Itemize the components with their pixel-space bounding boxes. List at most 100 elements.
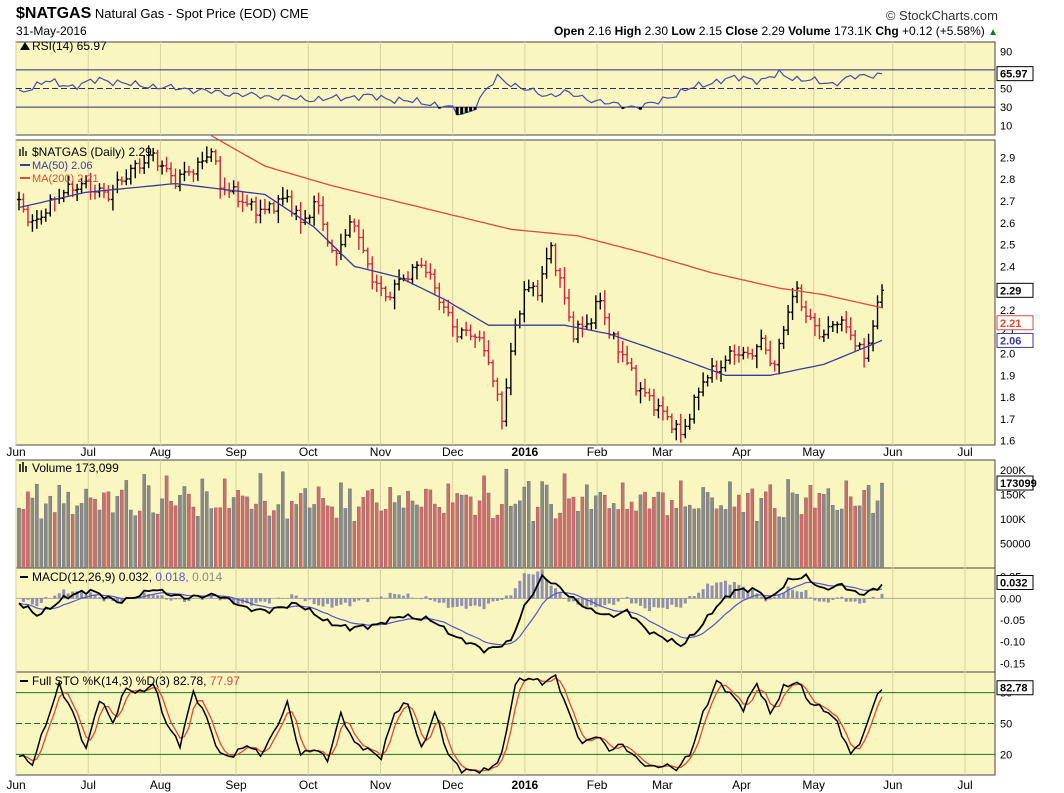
price-bar <box>464 321 469 337</box>
price-bar <box>839 316 844 332</box>
volume-bar <box>781 517 786 569</box>
macd-histogram-bar <box>594 598 598 608</box>
volume-bar <box>84 488 88 569</box>
volume-bar <box>598 491 603 569</box>
macd-histogram-bar <box>151 594 155 599</box>
macd-histogram-bar <box>35 598 39 607</box>
price-bar <box>383 286 388 302</box>
volume-bar <box>93 498 97 569</box>
price-bar <box>303 209 308 225</box>
price-bar <box>325 221 330 247</box>
volume-bar <box>245 496 249 569</box>
price-bar <box>84 175 89 189</box>
macd-histogram-bar <box>862 598 866 603</box>
macd-histogram-bar <box>746 591 750 599</box>
volume-bar <box>638 494 643 569</box>
price-bar <box>786 304 791 336</box>
volume-bar <box>424 488 428 569</box>
price-bar <box>549 242 554 264</box>
macd-histogram-bar <box>57 593 61 599</box>
price-y-tick: 2.4 <box>1000 261 1015 273</box>
volume-bar <box>17 507 21 569</box>
macd-histogram-bar <box>326 598 330 604</box>
price-bar <box>428 263 433 280</box>
volume-bar <box>307 507 312 569</box>
price-bar <box>620 340 625 363</box>
macd-histogram-bar <box>93 595 97 599</box>
volume-bar <box>249 508 254 569</box>
price-bar <box>204 146 209 164</box>
volume-bar <box>527 481 531 569</box>
price-bar <box>736 345 741 363</box>
volume-bar <box>482 475 486 569</box>
volume-bar <box>401 507 406 569</box>
volume-bar <box>196 516 200 569</box>
volume-bar <box>871 512 875 569</box>
price-bar <box>701 372 706 397</box>
macd-histogram-bar <box>688 595 692 599</box>
macd-histogram-bar <box>30 598 34 605</box>
price-bar <box>39 210 44 225</box>
price-bar <box>821 329 826 342</box>
price-bar <box>683 418 688 439</box>
volume-bar <box>866 485 871 569</box>
volume-bar <box>535 506 540 569</box>
macd-histogram-bar <box>580 598 584 607</box>
price-bar <box>558 267 563 288</box>
exchange-label: CME <box>279 6 309 21</box>
price-bar <box>812 313 817 337</box>
macd-histogram-bar <box>683 598 687 604</box>
sto-title-main: Full STO %K(14,3) %D(3) 82.78, <box>32 674 210 688</box>
volume-bar <box>674 508 679 569</box>
volume-bar <box>366 490 370 569</box>
price-bar <box>423 260 428 278</box>
macd-histogram-bar <box>406 593 410 599</box>
price-bar <box>182 161 187 182</box>
sto-value-tag-box <box>996 680 1034 696</box>
price-bar <box>880 284 884 309</box>
low-label: Low <box>671 24 696 38</box>
x-tick-label: Oct <box>299 445 318 459</box>
price-bar <box>128 164 133 185</box>
macd-histogram-bar <box>652 598 656 608</box>
macd-histogram-bar <box>223 598 227 600</box>
volume-bar <box>875 500 880 569</box>
macd-histogram-bar <box>62 589 66 599</box>
volume-bar <box>634 510 638 569</box>
price-bar <box>629 357 634 371</box>
volume-bar <box>826 488 831 569</box>
price-bar <box>455 318 460 343</box>
volume-label: Volume <box>788 24 831 38</box>
price-bar <box>727 345 732 365</box>
volume-bar <box>433 503 437 569</box>
price-bar <box>137 158 142 174</box>
volume-bar <box>348 488 352 569</box>
price-bar <box>853 330 858 352</box>
price-bar <box>486 340 491 366</box>
price-bar <box>119 176 124 186</box>
macd-histogram-bar <box>321 598 325 607</box>
price-bar <box>705 374 710 387</box>
price-bar <box>768 340 773 367</box>
volume-bar <box>450 502 455 569</box>
price-bar <box>531 282 536 297</box>
price-bar <box>678 413 683 443</box>
price-title: $NATGAS (Daily) 2.29 <box>32 145 152 159</box>
volume-bar <box>209 508 214 569</box>
volume-bar <box>647 508 652 569</box>
macd-histogram-bar <box>607 598 611 604</box>
x-tick-label: Jun <box>883 445 902 459</box>
price-panel-bg <box>15 139 996 446</box>
volume-bar <box>155 513 160 569</box>
volume-bar <box>455 493 459 569</box>
ma50-legend: MA(50) 2.06 <box>32 160 93 172</box>
description-label: Natural Gas - Spot Price (EOD) <box>94 6 277 21</box>
macd-histogram-bar <box>250 598 254 606</box>
volume-bar <box>643 491 647 569</box>
macd-histogram-bar <box>455 598 459 607</box>
price-bar <box>669 413 674 434</box>
sto-k-line <box>18 673 883 775</box>
volume-bar <box>799 514 804 569</box>
macd-histogram-bar <box>728 584 732 599</box>
